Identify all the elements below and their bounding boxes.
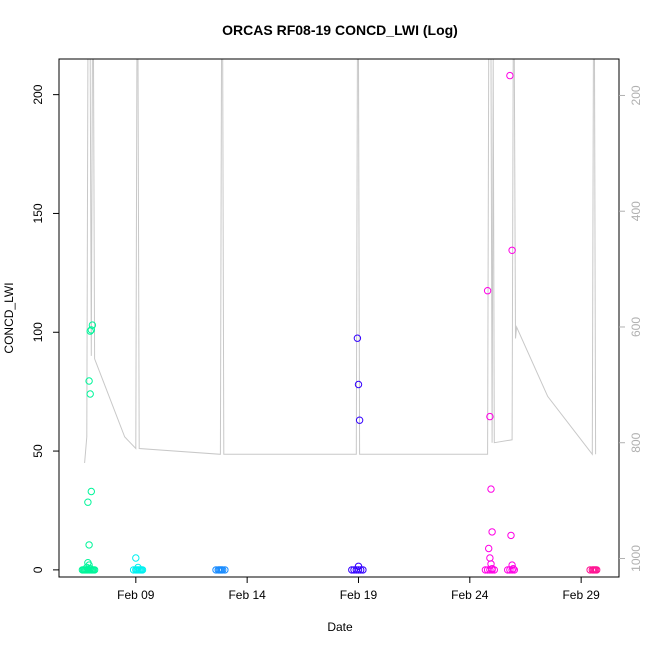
data-point xyxy=(488,565,496,573)
data-point xyxy=(509,565,517,573)
y-axis-left: 0 50 100 150 200 xyxy=(31,84,59,573)
y-tick-label: 50 xyxy=(31,444,45,458)
data-point xyxy=(354,562,363,570)
data-point xyxy=(354,566,363,574)
x-tick-label: Feb 29 xyxy=(562,588,600,602)
data-point xyxy=(84,498,92,506)
x-tick-label: Feb 14 xyxy=(228,588,266,602)
data-point xyxy=(508,246,516,255)
data-point xyxy=(85,541,93,549)
data-point xyxy=(359,566,367,574)
y2-tick-label: 600 xyxy=(629,317,643,337)
chart-title: ORCAS RF08-19 CONCD_LWI (Log) xyxy=(222,22,458,38)
data-point xyxy=(86,390,94,398)
data-point xyxy=(483,287,492,295)
data-point xyxy=(215,566,224,574)
x-tick-label: Feb 19 xyxy=(340,588,378,602)
data-point xyxy=(507,531,515,540)
y-tick-label: 200 xyxy=(31,84,45,104)
data-point xyxy=(221,566,229,574)
log-line-layer xyxy=(84,58,597,464)
data-point xyxy=(90,566,99,574)
y-axis-right: 200 400 600 800 1000 xyxy=(619,85,643,572)
data-point xyxy=(354,380,363,389)
data-point xyxy=(487,485,495,493)
y2-tick-label: 200 xyxy=(629,85,643,105)
data-point xyxy=(591,566,600,574)
data-point xyxy=(508,561,516,569)
y-axis-label: CONCD_LWI xyxy=(2,282,16,353)
data-point xyxy=(510,566,518,574)
x-axis-label: Date xyxy=(327,620,353,634)
plot-frame xyxy=(58,58,620,578)
data-point xyxy=(506,71,514,80)
y2-tick-label: 1000 xyxy=(629,545,643,572)
x-axis: Feb 09 Feb 14 Feb 19 Feb 24 Feb 29 xyxy=(117,577,600,602)
data-point xyxy=(487,560,495,568)
data-point xyxy=(488,528,496,536)
y-tick-label: 0 xyxy=(31,566,45,573)
data-point xyxy=(357,566,365,574)
y2-tick-label: 800 xyxy=(629,432,643,452)
x-tick-label: Feb 09 xyxy=(117,588,155,602)
data-point xyxy=(486,412,494,421)
data-point xyxy=(134,563,142,572)
data-point xyxy=(86,565,94,573)
data-point xyxy=(85,377,93,385)
data-point xyxy=(217,566,226,574)
y-tick-label: 100 xyxy=(31,322,45,342)
data-point xyxy=(485,544,493,553)
x-tick-label: Feb 24 xyxy=(451,588,489,602)
data-point xyxy=(87,487,96,496)
data-point xyxy=(506,566,514,574)
points-layer xyxy=(78,71,601,574)
y-tick-label: 150 xyxy=(31,203,45,223)
data-point xyxy=(353,334,362,342)
data-point xyxy=(589,566,598,574)
y2-tick-label: 400 xyxy=(629,201,643,221)
log-line-segment-0 xyxy=(84,58,597,464)
data-point xyxy=(83,563,91,572)
data-point xyxy=(87,326,96,334)
data-point xyxy=(88,321,97,329)
data-point xyxy=(486,554,494,562)
data-point xyxy=(132,554,140,562)
data-point xyxy=(355,416,364,424)
data-point xyxy=(138,566,147,574)
data-point xyxy=(508,566,516,574)
